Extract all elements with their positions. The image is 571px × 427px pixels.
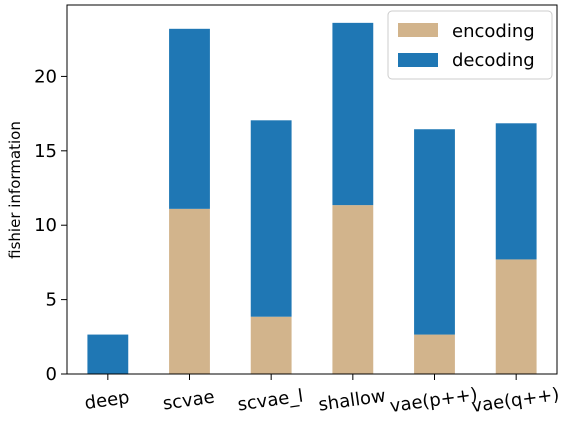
bar-encoding-vae(p++) bbox=[414, 334, 455, 374]
legend: encoding decoding bbox=[387, 10, 553, 80]
x-tick-label-vae(p++): vae(p++) bbox=[389, 384, 479, 417]
legend-swatch-encoding bbox=[398, 23, 438, 37]
x-ticks: deep scvae scvae_l shallow vae(p++)vae(q++) bbox=[83, 374, 561, 417]
bar-encoding-scvae_l bbox=[250, 316, 292, 374]
axes-group bbox=[66, 4, 558, 375]
x-tick-label-vae(q++): vae(q++) bbox=[470, 384, 560, 417]
bar-decoding-deep bbox=[87, 334, 129, 374]
bars-group bbox=[87, 22, 537, 374]
y-tick-label-10: 10 bbox=[34, 215, 57, 236]
legend-label-encoding: encoding bbox=[452, 21, 535, 42]
y-tick-label-0: 0 bbox=[46, 364, 57, 385]
bar-decoding-scvae bbox=[169, 28, 210, 209]
y-tick-label-20: 20 bbox=[34, 66, 57, 87]
bar-encoding-scvae bbox=[169, 208, 210, 374]
bar-decoding-vae(p++) bbox=[414, 129, 455, 335]
x-tick-label-scvae: scvae bbox=[162, 387, 216, 415]
x-tick-label-shallow: shallow bbox=[317, 385, 387, 415]
bar-decoding-vae(q++) bbox=[495, 123, 537, 260]
y-tick-label-15: 15 bbox=[34, 141, 57, 162]
x-tick-label-scvae_l: scvae_l bbox=[236, 386, 304, 416]
y-axis-label: fishier information bbox=[6, 121, 24, 259]
y-ticks: 0 5 10 15 20 bbox=[34, 66, 67, 385]
bar-decoding-scvae_l bbox=[250, 120, 292, 317]
bar-decoding-shallow bbox=[332, 22, 374, 206]
legend-swatch-decoding bbox=[398, 53, 438, 67]
bar-encoding-vae(q++) bbox=[495, 259, 537, 374]
x-tick-label-deep: deep bbox=[83, 387, 130, 414]
bar-encoding-shallow bbox=[332, 205, 374, 374]
legend-label-decoding: decoding bbox=[452, 50, 535, 71]
y-tick-label-5: 5 bbox=[46, 290, 57, 311]
plot-frame bbox=[66, 4, 558, 375]
